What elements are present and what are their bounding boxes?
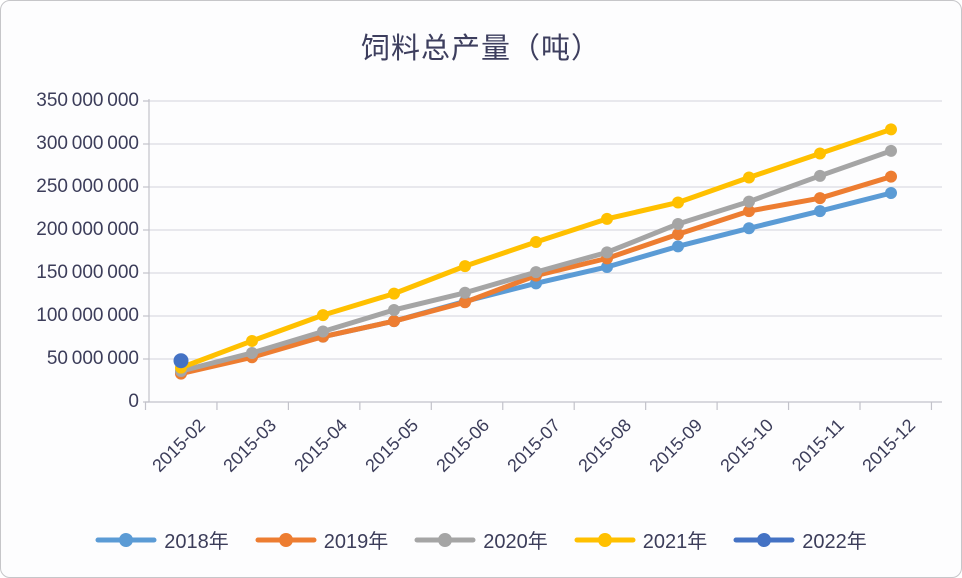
legend-line-marker-icon [95,532,157,547]
data-point-2021年 [601,212,613,225]
data-point-2021年 [672,196,684,209]
legend-item-2021年: 2021年 [574,525,708,554]
data-point-2019年 [743,205,755,218]
data-point-2021年 [459,260,471,273]
data-point-2020年 [885,144,897,157]
legend-line-marker-icon [255,532,317,547]
data-point-2019年 [885,170,897,183]
data-point-2020年 [814,169,826,182]
legend-item-2020年: 2020年 [414,525,548,554]
data-point-2018年 [885,187,897,200]
legend: 2018年 2019年 2020年 2021年 2022年 [1,525,961,554]
data-point-2020年 [317,325,329,338]
data-point-2018年 [814,205,826,218]
legend-label: 2018年 [164,531,229,553]
data-point-2020年 [743,195,755,208]
data-point-2021年 [246,334,258,347]
data-point-2021年 [530,236,542,249]
legend-label: 2020年 [483,531,548,553]
y-tick-label: 100 000 000 [36,305,139,326]
legend-label: 2019年 [323,531,389,553]
y-tick-label: 0 [128,391,139,412]
data-point-2021年 [743,171,755,184]
legend-item-2022年: 2022年 [733,525,867,554]
data-point-2020年 [530,266,542,279]
y-tick-label: 50 000 000 [46,348,139,369]
y-tick-label: 250 000 000 [36,176,139,197]
legend-line-marker-icon [733,532,795,547]
data-point-2020年 [672,217,684,230]
legend-label: 2021年 [642,531,708,553]
data-point-2021年 [885,123,897,136]
series-line-2020年 [178,148,894,374]
legend-line-marker-icon [574,532,636,547]
data-point-2020年 [388,303,400,316]
data-point-2020年 [601,246,613,259]
legend-line-marker-icon [414,532,476,547]
data-point-2018年 [601,260,613,273]
data-point-2019年 [672,228,684,241]
data-point-2018年 [672,240,684,253]
data-point-2022年 [173,353,189,369]
legend-item-2019年: 2019年 [255,525,389,554]
legend-label: 2022年 [802,531,867,553]
data-point-2020年 [246,346,258,359]
data-point-2019年 [459,296,471,309]
y-tick-label: 300 000 000 [36,133,139,154]
y-tick-label: 150 000 000 [36,262,139,283]
data-point-2021年 [814,147,826,160]
data-point-2018年 [743,222,755,235]
data-point-2019年 [814,192,826,205]
data-point-2021年 [388,287,400,300]
data-point-2020年 [459,286,471,299]
series-line-2021年 [178,126,894,371]
data-point-2019年 [388,315,400,328]
data-point-2021年 [317,309,329,322]
chart-title: 饲料总产量（吨） [360,33,601,65]
legend-item-2018年: 2018年 [95,525,229,554]
y-tick-label: 350 000 000 [36,90,139,111]
y-tick-label: 200 000 000 [36,219,139,240]
